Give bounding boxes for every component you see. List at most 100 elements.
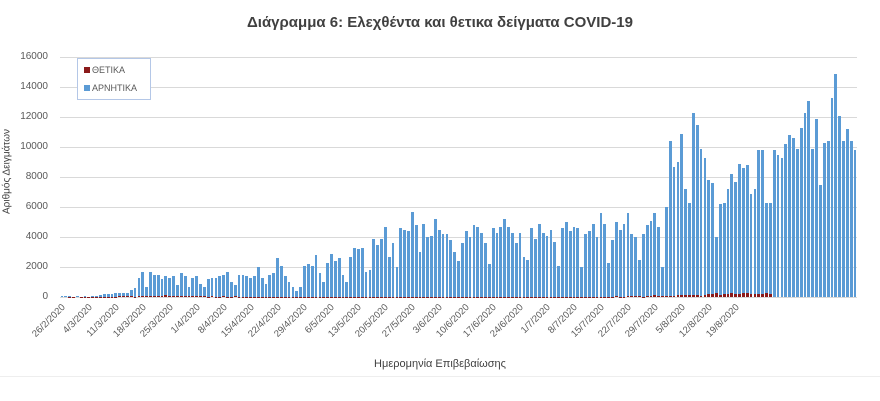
bar-negative bbox=[799, 127, 803, 297]
bar-positive bbox=[445, 296, 449, 297]
bar-positive bbox=[576, 296, 580, 297]
bar-negative bbox=[418, 252, 422, 297]
bar-positive bbox=[345, 296, 349, 297]
bar-negative bbox=[114, 293, 118, 297]
bar-positive bbox=[287, 296, 291, 297]
bar-negative bbox=[757, 150, 761, 297]
bar-negative bbox=[333, 261, 337, 297]
y-tick-label: 2000 bbox=[25, 261, 48, 272]
legend-label-negative: ΑΡΝΗΤΙΚΑ bbox=[92, 83, 138, 93]
bar-positive bbox=[322, 296, 326, 297]
bar-negative bbox=[665, 207, 668, 297]
bar-positive bbox=[222, 296, 225, 297]
bar-positive bbox=[199, 296, 202, 297]
bar-negative bbox=[603, 223, 607, 297]
bar-negative bbox=[753, 189, 757, 297]
bar-negative bbox=[156, 274, 160, 297]
bar-positive bbox=[699, 295, 703, 297]
bar-negative bbox=[310, 265, 314, 297]
bar-negative bbox=[283, 276, 287, 297]
bar-positive bbox=[614, 296, 618, 297]
bar-positive bbox=[472, 296, 476, 297]
bar-negative bbox=[453, 252, 457, 297]
bar-negative bbox=[445, 234, 449, 297]
bar-negative bbox=[822, 142, 826, 297]
bar-negative bbox=[811, 148, 815, 297]
legend-label-positive: ΘΕΤΙΚΑ bbox=[92, 65, 126, 75]
bar-positive bbox=[206, 296, 210, 297]
y-tick-label: 8000 bbox=[25, 171, 48, 182]
bar-positive bbox=[118, 296, 122, 297]
bar-negative bbox=[564, 222, 568, 297]
bar-negative bbox=[572, 226, 576, 297]
bar-positive bbox=[191, 295, 195, 297]
bar-negative bbox=[491, 228, 495, 297]
bar-negative bbox=[268, 274, 272, 297]
bar-negative bbox=[318, 273, 322, 297]
bar-positive bbox=[572, 296, 576, 297]
bar-negative bbox=[353, 247, 356, 297]
bar-negative bbox=[229, 282, 233, 297]
bar-positive bbox=[734, 293, 738, 297]
bar-negative bbox=[214, 277, 218, 297]
bar-negative bbox=[303, 265, 306, 297]
bar-positive bbox=[722, 294, 726, 297]
bar-negative bbox=[272, 273, 276, 297]
bar-positive bbox=[79, 296, 83, 297]
bar-negative bbox=[149, 271, 152, 297]
bar-negative bbox=[819, 184, 822, 297]
bar-positive bbox=[156, 295, 160, 297]
bar-negative bbox=[210, 277, 214, 297]
bar-positive bbox=[676, 295, 680, 297]
bar-negative bbox=[499, 226, 503, 297]
bar-negative bbox=[183, 276, 187, 297]
bar-positive bbox=[110, 296, 114, 297]
y-tick-label: 14000 bbox=[20, 81, 48, 92]
y-tick-label: 0 bbox=[42, 291, 48, 302]
bar-negative bbox=[842, 141, 845, 297]
bar-negative bbox=[330, 253, 333, 297]
bar-positive bbox=[591, 296, 595, 297]
bar-positive bbox=[641, 296, 645, 297]
bar-positive bbox=[122, 296, 125, 297]
bar-positive bbox=[761, 293, 765, 297]
bar-negative bbox=[256, 267, 260, 297]
bar-negative bbox=[688, 202, 691, 297]
bar-negative bbox=[653, 213, 657, 297]
bar-negative bbox=[580, 267, 584, 297]
bar-positive bbox=[383, 296, 387, 297]
bar-positive bbox=[137, 296, 141, 297]
bar-positive bbox=[179, 296, 183, 297]
bar-positive bbox=[672, 295, 676, 297]
bar-positive bbox=[449, 296, 453, 297]
bar-positive bbox=[95, 296, 98, 297]
bar-positive bbox=[245, 296, 249, 297]
bar-negative bbox=[803, 112, 807, 297]
bar-negative bbox=[557, 265, 560, 297]
bar-positive bbox=[187, 295, 191, 297]
bar-negative bbox=[672, 166, 676, 297]
bar-negative bbox=[507, 226, 510, 297]
bar-positive bbox=[757, 294, 761, 297]
bar-negative bbox=[657, 226, 661, 297]
bar-positive bbox=[487, 296, 491, 297]
bar-positive bbox=[634, 296, 637, 297]
plot-area bbox=[60, 57, 857, 297]
bar-negative bbox=[326, 262, 329, 297]
bar-negative bbox=[460, 243, 464, 297]
bar-positive bbox=[561, 296, 564, 297]
bar-positive bbox=[83, 296, 87, 297]
bar-positive bbox=[626, 295, 630, 297]
bar-negative bbox=[249, 277, 252, 297]
gridline bbox=[60, 147, 857, 148]
bar-positive bbox=[149, 296, 152, 297]
bar-negative bbox=[306, 264, 310, 297]
bar-positive bbox=[518, 296, 522, 297]
bar-negative bbox=[99, 294, 102, 297]
bar-negative bbox=[588, 231, 591, 297]
bar-positive bbox=[314, 296, 318, 297]
bar-positive bbox=[715, 293, 718, 297]
bar-positive bbox=[318, 296, 322, 297]
bar-positive bbox=[426, 296, 430, 297]
bar-positive bbox=[665, 296, 668, 297]
